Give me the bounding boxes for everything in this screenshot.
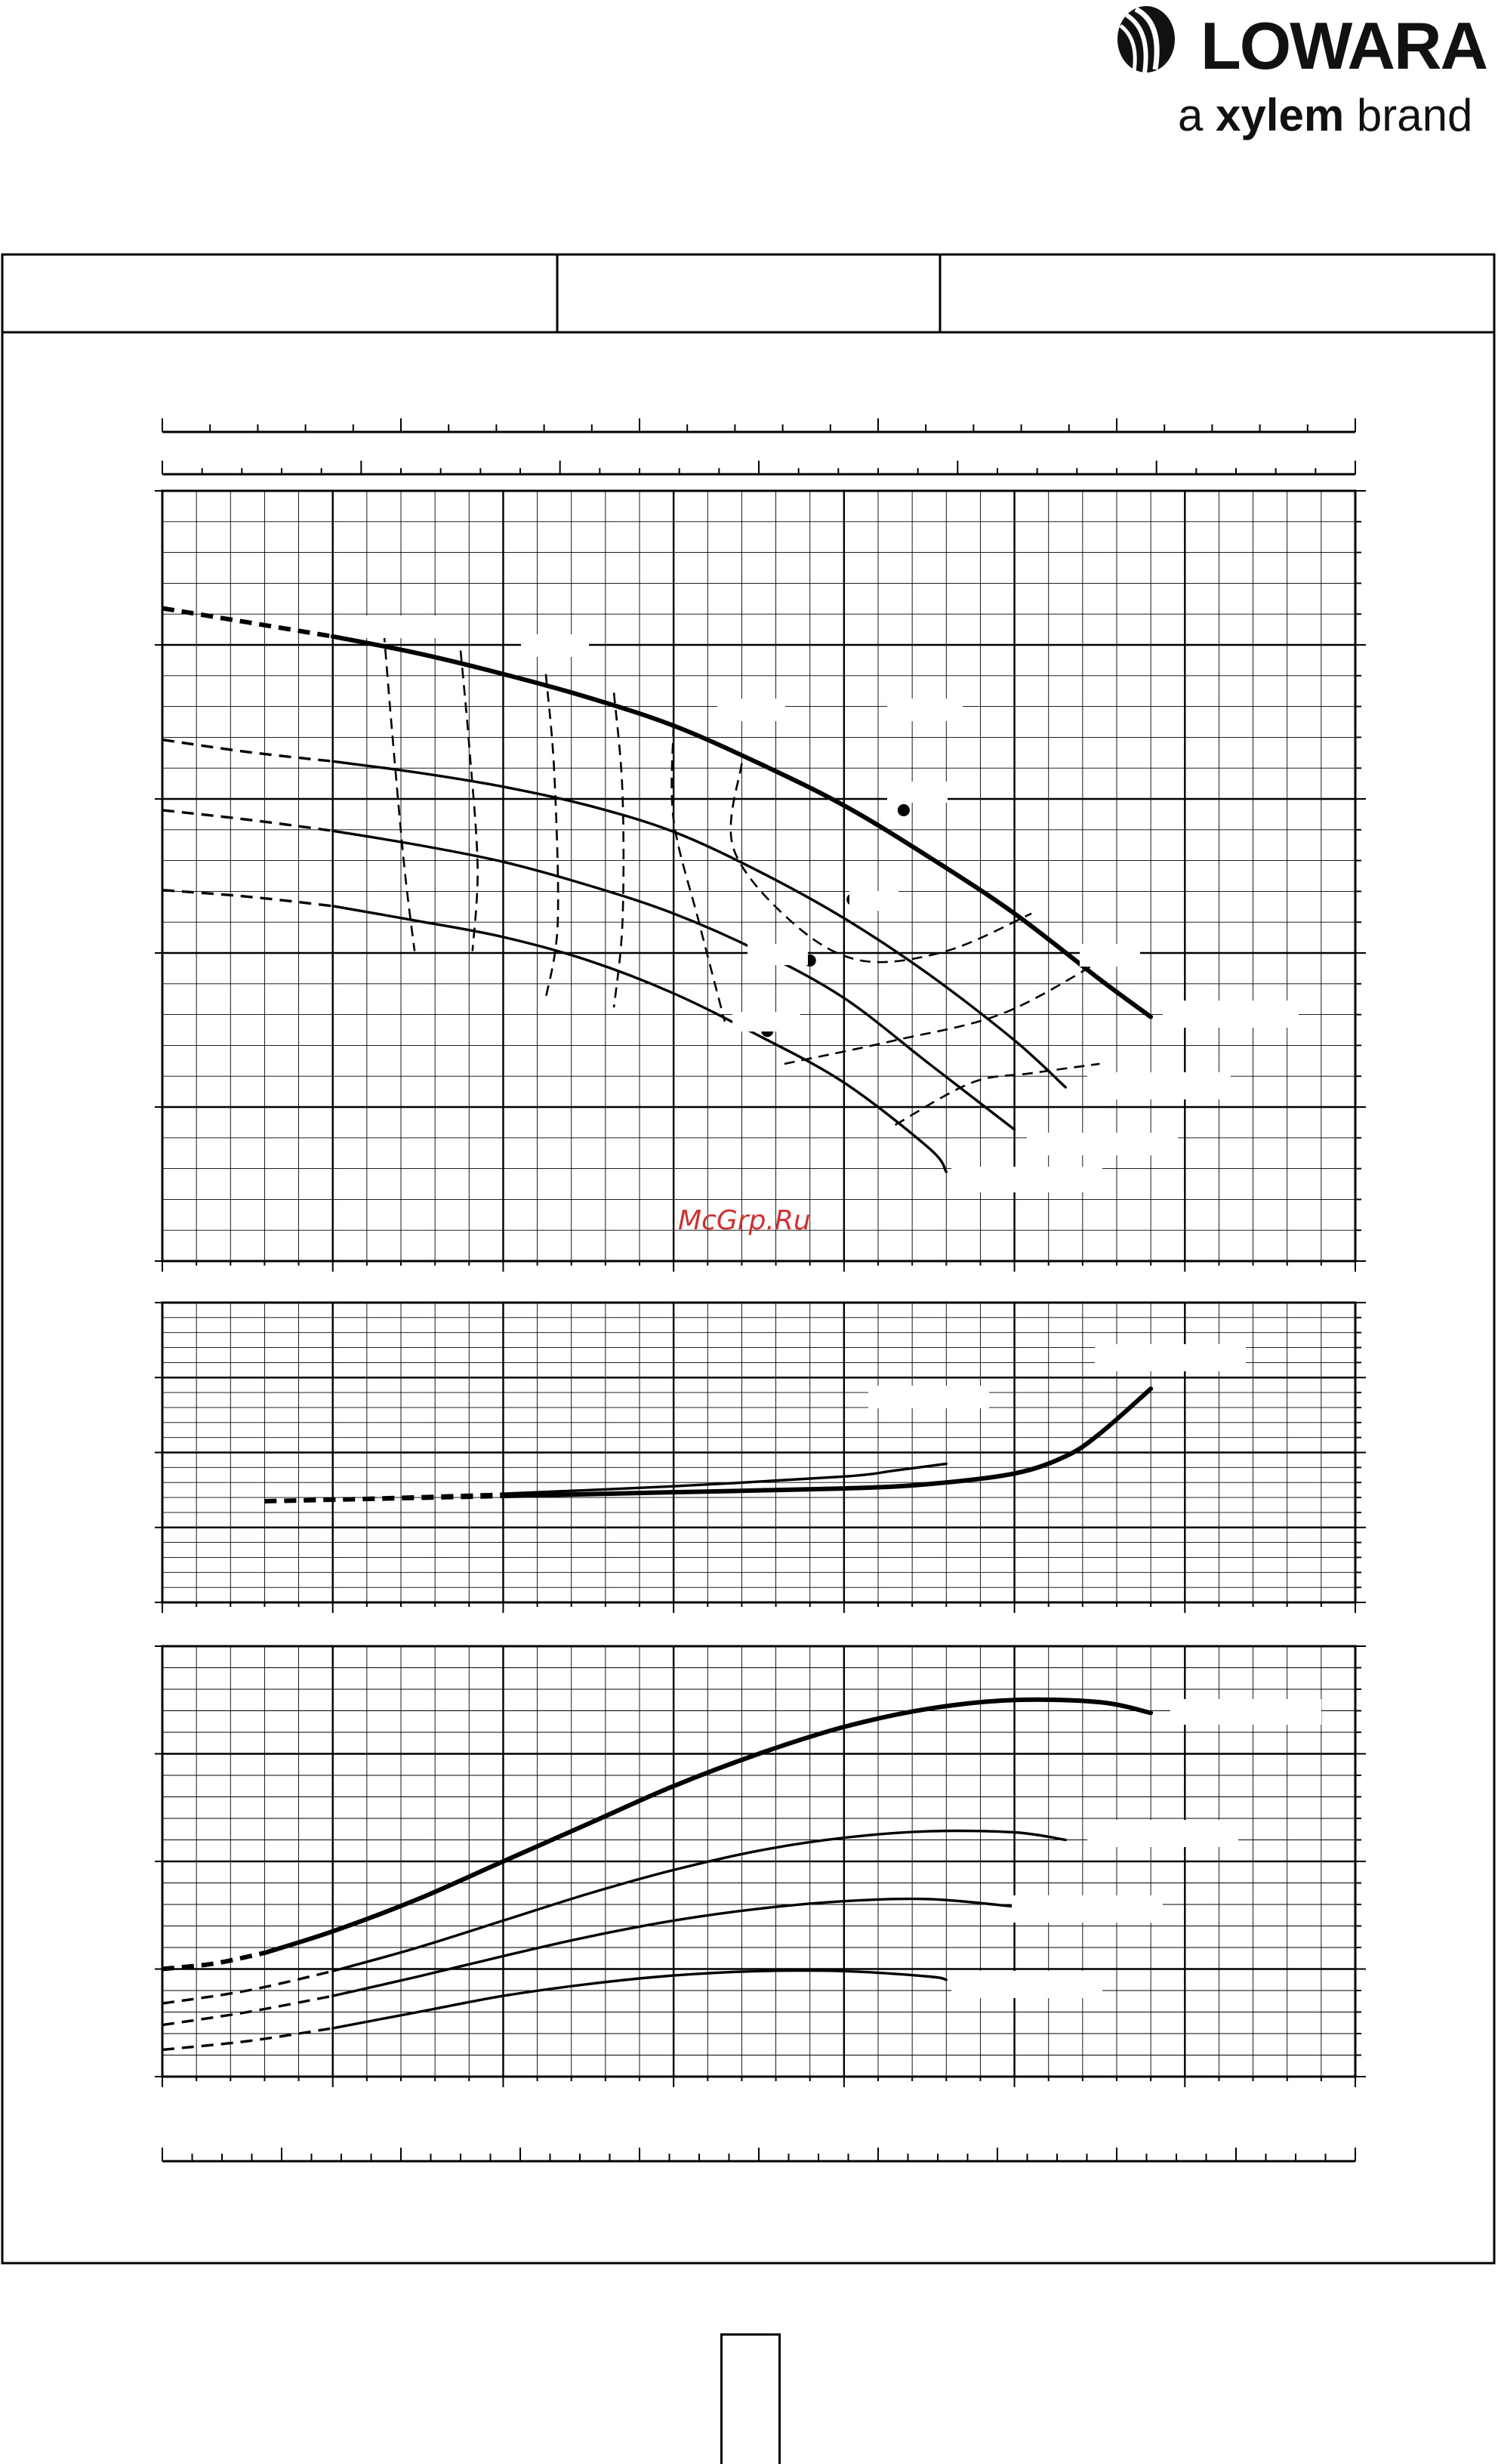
curve-label-box: [951, 1971, 1102, 1998]
lowara-logo-mark: [1117, 6, 1175, 73]
npsh-series-npsh-secondary-dashed: [264, 1492, 504, 1503]
grid-layer: [155, 418, 1366, 2163]
curve-label-box: [868, 1386, 989, 1408]
power-series-impeller-2-dashed: [162, 1969, 334, 2005]
curve-label-box: [521, 634, 589, 657]
curve-label-box: [747, 944, 808, 965]
power-series-impeller-3: [331, 1897, 1016, 1997]
curve-label-box: [732, 1012, 800, 1032]
head-bound-dashed-line: [670, 725, 726, 1022]
curve-label-box: [362, 615, 445, 638]
head-grid-frame: [161, 489, 1357, 1263]
head-series-min-impeller-dashed: [162, 889, 333, 908]
head-series-min-impeller: [331, 905, 948, 1173]
page-number-box: [720, 2333, 781, 2464]
curve-label-box: [1087, 1820, 1238, 1847]
head-series-impeller-2: [331, 760, 1067, 1089]
power-series-min-impeller: [331, 1969, 948, 2030]
head-bound-dashed-line: [894, 1062, 1100, 1126]
power-series-max-impeller-dashed: [162, 1951, 266, 1972]
tagline-prefix: a: [1178, 90, 1216, 140]
power-series-min-impeller-dashed: [162, 2027, 333, 2052]
curve-label-box: [1170, 1699, 1321, 1725]
curves-layer: [162, 606, 1321, 2052]
head-series-max-impeller-dashed: [162, 606, 334, 639]
head-operating-point: [897, 803, 910, 816]
curve-label-box: [1095, 1344, 1246, 1371]
head-bound-dashed-line: [459, 650, 479, 951]
watermark-text: McGrp.Ru: [678, 1205, 811, 1236]
head-series-max-impeller: [330, 634, 1154, 1019]
tagline-bold: xylem: [1216, 90, 1345, 140]
head-series-impeller-3: [331, 829, 1016, 1131]
head-series-impeller-3-dashed: [162, 809, 333, 832]
curve-label-box: [1163, 1001, 1299, 1028]
tagline-suffix: brand: [1344, 90, 1473, 140]
curve-label-box: [849, 891, 898, 911]
curve-label-box: [1012, 1895, 1163, 1923]
curve-label-box: [1080, 944, 1140, 967]
npsh-series-npsh-main: [501, 1386, 1154, 1499]
curve-label-box: [1027, 1133, 1178, 1155]
head-bound-dashed-line: [544, 674, 559, 998]
curve-label-box: [887, 782, 948, 803]
head-bound-dashed-line: [612, 692, 625, 1008]
curve-label-box: [1087, 1072, 1231, 1099]
curve-label-box: [887, 698, 963, 721]
power-series-impeller-3-dashed: [162, 1994, 334, 2027]
brand-tagline: a xylem brand: [1178, 89, 1472, 141]
power-series-impeller-2: [331, 1829, 1067, 1972]
brand-name: LOWARA: [1201, 8, 1488, 83]
head-bound-dashed-line: [729, 763, 1032, 964]
head-bound-dashed-line: [383, 631, 416, 951]
power-series-max-impeller: [262, 1697, 1154, 1956]
head-bound-dashed-line: [784, 950, 1117, 1065]
head-series-impeller-2-dashed: [162, 738, 333, 763]
npsh-series-npsh-secondary: [501, 1462, 948, 1495]
curve-label-box: [951, 1167, 1102, 1192]
curve-label-box: [717, 698, 785, 721]
outer-frame: [1, 253, 1496, 2265]
